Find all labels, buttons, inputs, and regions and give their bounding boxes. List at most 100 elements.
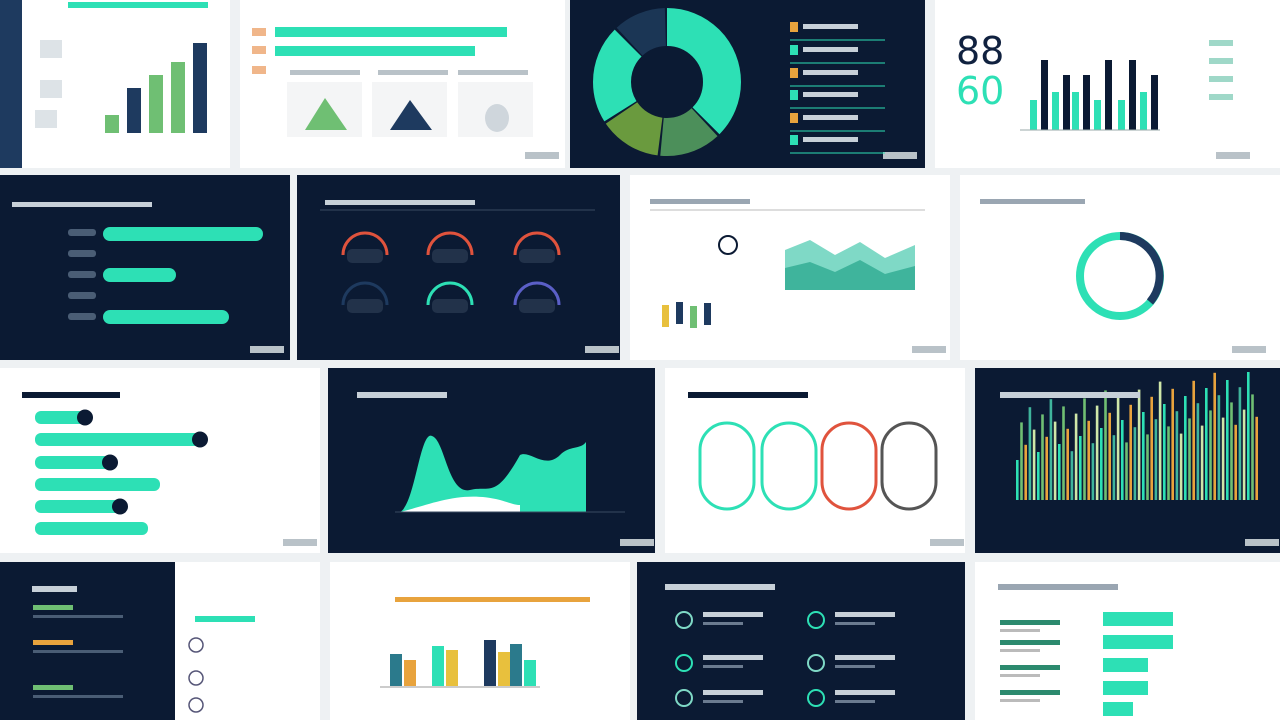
bar: [1238, 387, 1242, 500]
bar: [446, 650, 458, 686]
label-bar: [68, 250, 96, 257]
illustration: [485, 104, 509, 132]
bar: [1167, 426, 1170, 500]
bar: [35, 500, 120, 513]
bar: [1213, 372, 1216, 500]
bar: [1251, 394, 1254, 500]
bar: [1137, 389, 1141, 500]
label-bar: [458, 70, 528, 75]
label-bar: [33, 640, 73, 645]
bar: [1192, 380, 1195, 500]
gauge-body: [432, 249, 468, 263]
bar-cap: [192, 431, 208, 448]
legend-icon: [790, 68, 798, 78]
heading: [665, 584, 775, 590]
bar: [1079, 436, 1082, 500]
bar: [1049, 399, 1053, 500]
slide: [0, 0, 230, 168]
bar: [432, 646, 444, 686]
loop: [698, 421, 756, 511]
text-line: [835, 612, 895, 617]
bar: [1045, 436, 1048, 500]
icon: [40, 40, 62, 58]
label-bar: [68, 313, 96, 320]
bar: [1108, 412, 1111, 500]
gauge: [513, 281, 561, 306]
legend-text: [1209, 76, 1233, 82]
bar: [275, 27, 507, 37]
bar: [1100, 428, 1103, 500]
icon: [188, 697, 204, 713]
footer-tag: [912, 346, 946, 353]
area: [400, 496, 520, 512]
bar: [1118, 100, 1125, 130]
footer-tag: [930, 539, 964, 546]
bar: [1158, 381, 1162, 500]
area: [400, 435, 520, 512]
bar: [1041, 414, 1044, 500]
bar: [1234, 424, 1237, 500]
slide: [0, 562, 175, 720]
footer-tag: [585, 346, 619, 353]
label-bar: [1000, 665, 1060, 670]
bar: [275, 46, 475, 56]
icon: [807, 654, 825, 672]
label-bar: [68, 229, 96, 236]
text-line: [835, 665, 875, 668]
bar: [1074, 413, 1078, 500]
bar: [1171, 388, 1174, 500]
icon: [675, 611, 693, 629]
bar: [1226, 380, 1229, 500]
heading: [357, 392, 447, 398]
area: [785, 260, 915, 290]
slide: [175, 562, 320, 720]
heading: [22, 392, 120, 398]
gauge: [513, 231, 561, 256]
bar: [498, 652, 510, 686]
stat-figure: 88: [956, 29, 1004, 73]
gauge-body: [519, 249, 555, 263]
text-line: [835, 690, 895, 695]
text-line: [835, 700, 875, 703]
bar: [1103, 658, 1148, 672]
bar: [1103, 681, 1148, 695]
gauge-body: [347, 249, 383, 263]
icon: [807, 689, 825, 707]
bar: [1041, 60, 1048, 130]
bar: [1209, 410, 1212, 500]
bar: [1221, 417, 1225, 500]
illustration: [305, 98, 347, 130]
bar: [1094, 100, 1101, 130]
bar: [1062, 406, 1065, 500]
text-line: [703, 665, 743, 668]
text-line: [1000, 674, 1040, 677]
bar: [1146, 434, 1149, 500]
footer-tag: [250, 346, 284, 353]
bar: [149, 75, 163, 133]
heading: [195, 616, 255, 622]
bar: [1037, 452, 1040, 500]
bar: [1129, 404, 1132, 500]
bar: [1028, 407, 1032, 500]
legend-text: [1209, 94, 1233, 100]
loop: [880, 421, 938, 511]
bar: [1140, 92, 1147, 130]
bar: [1163, 404, 1166, 500]
bar: [1095, 405, 1099, 500]
bar: [1103, 635, 1173, 649]
bar: [1247, 372, 1250, 500]
legend-text: [803, 24, 858, 29]
legend-text: [1209, 40, 1233, 46]
bar: [1032, 429, 1036, 500]
bar: [35, 411, 85, 424]
icon: [807, 611, 825, 629]
text-line: [1000, 699, 1040, 702]
bar: [103, 227, 263, 241]
label-bar: [378, 70, 448, 75]
icon: [188, 637, 204, 653]
bar: [1196, 403, 1200, 500]
bar: [1175, 411, 1179, 500]
heading: [395, 597, 590, 602]
bar: [662, 305, 669, 327]
